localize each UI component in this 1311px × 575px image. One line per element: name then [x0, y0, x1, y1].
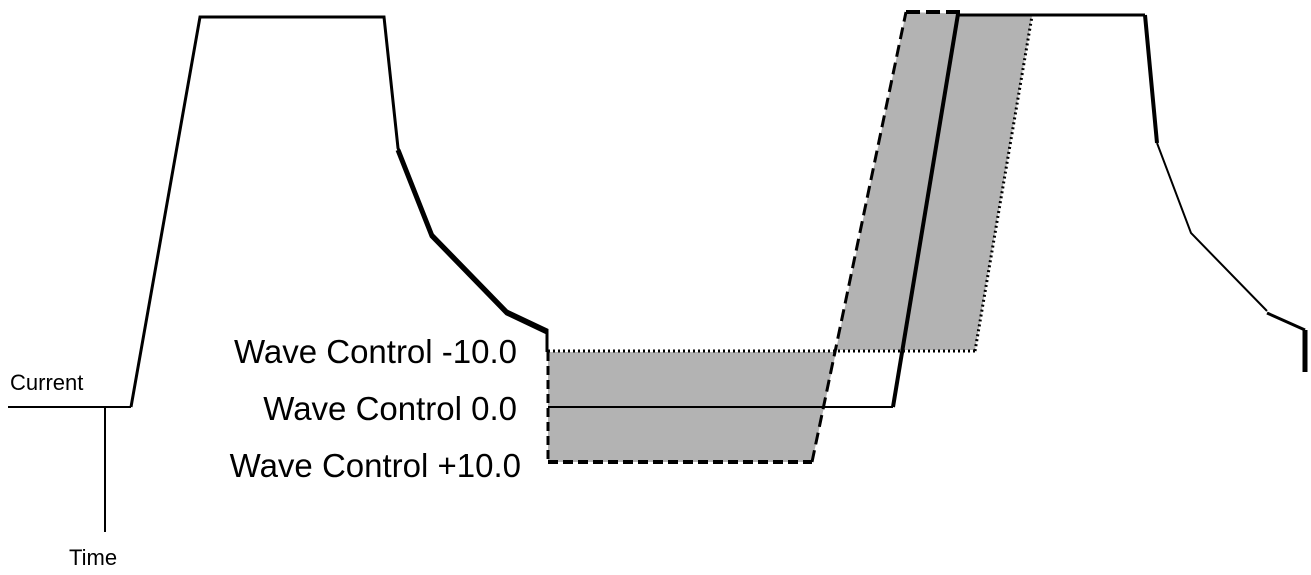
- wave-zero-rise: [891, 13, 960, 408]
- second-pulse-fall-3: [1266, 311, 1306, 332]
- shaded-region-rising: [836, 12, 1032, 350]
- second-pulse-fall-1: [1143, 14, 1159, 144]
- wave-plus-rise: [810, 11, 908, 463]
- axis-label-current: Current: [10, 370, 83, 395]
- first-pulse-falling-edge: [395, 149, 549, 335]
- label-wave-zero: Wave Control 0.0: [263, 390, 517, 427]
- label-wave-plus: Wave Control +10.0: [230, 447, 521, 484]
- second-pulse-fall-2: [1156, 142, 1268, 312]
- label-wave-minus: Wave Control -10.0: [234, 333, 517, 370]
- wave-minus-rise: [973, 15, 1034, 352]
- axis-label-time: Time: [69, 545, 117, 570]
